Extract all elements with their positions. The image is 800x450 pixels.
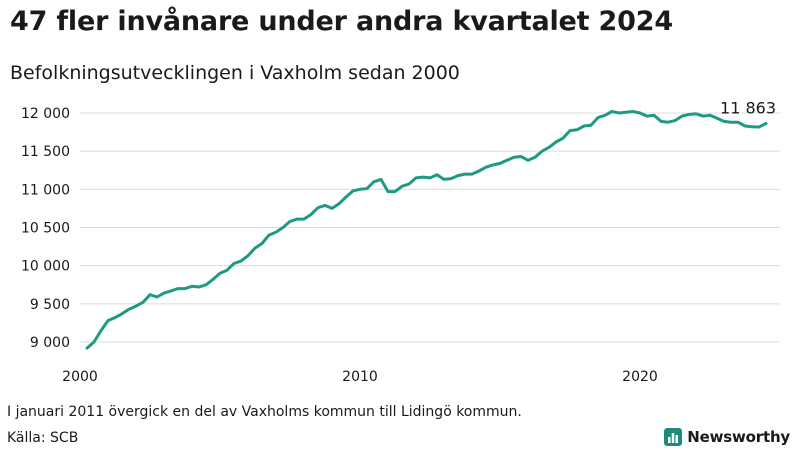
x-tick-label: 2010 — [342, 369, 378, 385]
y-tick-label: 10 500 — [21, 221, 70, 237]
chart-subtitle: Befolkningsutvecklingen i Vaxholm sedan … — [10, 62, 460, 84]
bar-chart-icon — [664, 428, 683, 446]
x-axis-tick-labels: 2000 2010 2020 — [62, 369, 658, 385]
newsworthy-logo: Newsworthy — [664, 428, 790, 446]
y-tick-label: 9 500 — [30, 297, 70, 313]
source-credit: Källa: SCB — [7, 430, 79, 446]
y-tick-label: 11 000 — [21, 182, 70, 198]
x-tick-label: 2000 — [62, 369, 98, 385]
brand-name: Newsworthy — [687, 428, 790, 446]
series-group — [85, 110, 768, 350]
end-value-label: 11 863 — [720, 98, 776, 117]
gridlines — [80, 112, 780, 343]
chart-title: 47 fler invånare under andra kvartalet 2… — [10, 6, 673, 37]
y-tick-label: 12 000 — [21, 106, 70, 122]
y-axis-tick-labels: 9 000 9 500 10 000 10 500 11 000 11 500 12 000 — [21, 106, 70, 351]
y-tick-label: 9 000 — [30, 335, 70, 351]
footnote: I januari 2011 övergick en del av Vaxhol… — [7, 404, 522, 420]
line-chart: 9 000 9 500 10 000 10 500 11 000 11 500 12 000… — [21, 98, 780, 385]
y-tick-label: 10 000 — [21, 259, 70, 275]
y-tick-label: 11 500 — [21, 144, 70, 160]
x-tick-label: 2020 — [622, 369, 658, 385]
population-series-line — [85, 110, 768, 350]
